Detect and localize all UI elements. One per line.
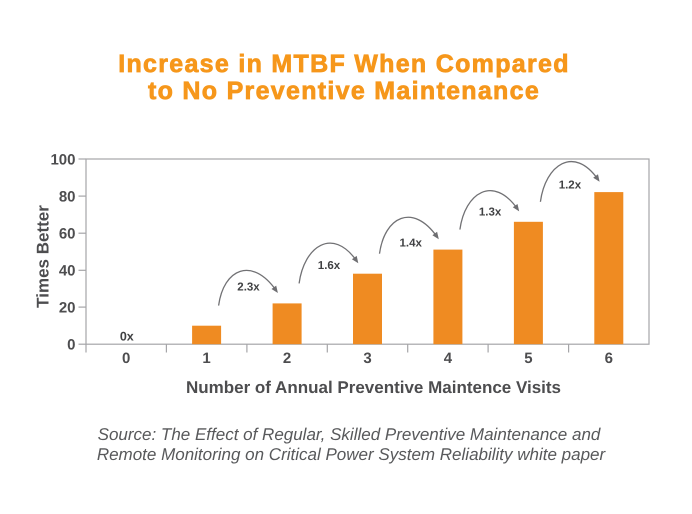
svg-text:20: 20 — [59, 300, 76, 317]
svg-text:40: 40 — [59, 263, 76, 280]
svg-text:100: 100 — [50, 151, 75, 168]
svg-text:Number of Annual Preventive Ma: Number of Annual Preventive Maintence Vi… — [186, 378, 561, 397]
svg-text:Source: The Effect of Regular,: Source: The Effect of Regular, Skilled P… — [98, 425, 601, 444]
svg-text:80: 80 — [59, 189, 76, 206]
svg-text:0: 0 — [122, 350, 130, 367]
svg-text:2.3x: 2.3x — [237, 282, 260, 294]
svg-text:6: 6 — [605, 350, 613, 367]
svg-text:5: 5 — [524, 350, 532, 367]
svg-text:0: 0 — [67, 337, 75, 354]
svg-text:60: 60 — [59, 226, 76, 243]
svg-text:0x: 0x — [120, 330, 134, 344]
svg-text:1: 1 — [202, 350, 210, 367]
svg-text:4: 4 — [444, 350, 453, 367]
svg-text:2: 2 — [283, 350, 291, 367]
svg-text:Times Better: Times Better — [34, 205, 53, 308]
svg-text:1.2x: 1.2x — [559, 179, 582, 191]
svg-text:1.3x: 1.3x — [479, 206, 502, 218]
svg-text:1.6x: 1.6x — [318, 260, 341, 272]
svg-text:1.4x: 1.4x — [400, 238, 423, 250]
svg-text:3: 3 — [363, 350, 371, 367]
svg-text:Remote Monitoring on Critical: Remote Monitoring on Critical Power Syst… — [97, 445, 607, 464]
